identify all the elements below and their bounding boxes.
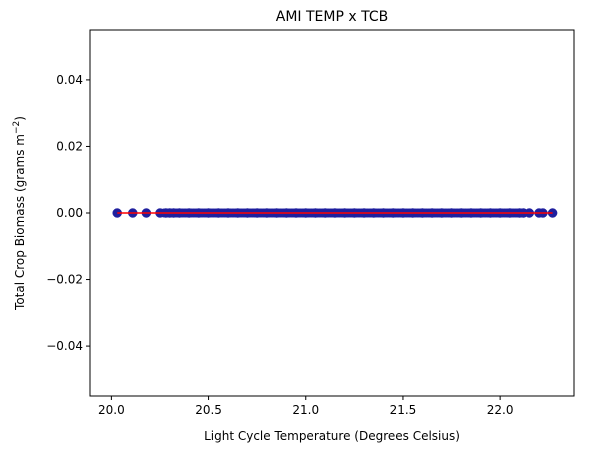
x-tick-label: 20.0: [98, 403, 125, 417]
x-axis: 20.0 20.5 21.0 21.5 22.0: [98, 396, 513, 417]
y-axis-label: Total Crop Biomass (grams m−2): [12, 116, 27, 311]
chart-title: AMI TEMP x TCB: [276, 9, 388, 25]
x-axis-label: Light Cycle Temperature (Degrees Celsius…: [204, 429, 460, 443]
x-tick-label: 21.0: [292, 403, 319, 417]
y-axis-label-superscript: −2: [12, 121, 22, 134]
x-tick-label: 22.0: [487, 403, 514, 417]
y-tick-label: −0.04: [46, 339, 83, 353]
y-tick-label: 0.02: [56, 139, 83, 153]
y-tick-label: 0.04: [56, 73, 83, 87]
y-axis-label-main: Total Crop Biomass (grams m: [13, 134, 27, 311]
y-tick-label: −0.02: [46, 273, 83, 287]
y-tick-label: 0.00: [56, 206, 83, 220]
x-tick-label: 21.5: [390, 403, 417, 417]
x-tick-label: 20.5: [195, 403, 222, 417]
y-axis: 0.04 0.02 0.00 −0.02 −0.04: [46, 73, 90, 353]
y-axis-label-close: ): [13, 116, 27, 121]
